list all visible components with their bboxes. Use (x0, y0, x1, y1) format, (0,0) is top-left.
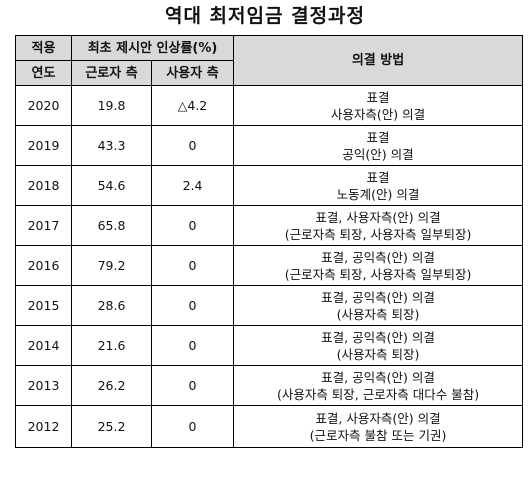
labor-rate-cell: 19.8 (71, 85, 152, 126)
business-rate-cell: 0 (150, 285, 235, 326)
year-cell: 2018 (15, 165, 72, 206)
header-year-line2: 연도 (15, 60, 72, 86)
business-rate-cell: 0 (150, 205, 235, 246)
labor-rate-cell: 28.6 (71, 285, 152, 326)
year-cell: 2012 (15, 405, 72, 448)
business-rate-cell: 2.4 (150, 165, 235, 206)
method-line-1: 표결, 사용자측(안) 의결 (315, 410, 441, 426)
year-cell: 2019 (15, 125, 72, 166)
method-cell: 표결, 사용자측(안) 의결 (근로자측 불참 또는 기권) (233, 405, 524, 448)
method-line-2: 노동계(안) 의결 (336, 186, 420, 202)
method-line-2: (사용자측 퇴장, 근로자측 대다수 불참) (276, 386, 480, 402)
method-cell: 표결, 공익측(안) 의결 (사용자측 퇴장) (233, 285, 524, 326)
page-title: 역대 최저임금 결정과정 (164, 5, 366, 27)
business-rate-cell: △4.2 (150, 85, 235, 126)
labor-rate-cell: 26.2 (71, 365, 152, 406)
table-row: 2015 28.6 0 표결, 공익측(안) 의결 (사용자측 퇴장) (15, 285, 524, 326)
method-cell: 표결, 공익측(안) 의결 (사용자측 퇴장) (233, 325, 524, 366)
labor-rate-cell: 21.6 (71, 325, 152, 366)
method-cell: 표결, 공익측(안) 의결 (근로자측 퇴장, 사용자측 일부퇴장) (233, 245, 524, 286)
labor-rate-cell: 54.6 (71, 165, 152, 206)
header-year-line1: 적용 (15, 35, 72, 61)
business-rate-cell: 0 (150, 325, 235, 366)
method-line-1: 표결, 공익측(안) 의결 (321, 289, 435, 305)
year-cell: 2016 (15, 245, 72, 286)
year-cell: 2020 (15, 85, 72, 126)
table-row: 2012 25.2 0 표결, 사용자측(안) 의결 (근로자측 불참 또는 기권) (15, 405, 524, 448)
business-rate-cell: 0 (150, 245, 235, 286)
method-cell: 표결 공익(안) 의결 (233, 125, 524, 166)
method-line-2: (근로자측 퇴장, 사용자측 일부퇴장) (284, 266, 472, 282)
method-line-1: 표결 (366, 169, 390, 185)
method-line-1: 표결, 공익측(안) 의결 (321, 329, 435, 345)
method-line-1: 표결 (366, 89, 390, 105)
table-row: 2020 19.8 △4.2 표결 사용자측(안) 의결 (15, 85, 524, 126)
year-cell: 2014 (15, 325, 72, 366)
labor-rate-cell: 43.3 (71, 125, 152, 166)
method-cell: 표결 노동계(안) 의결 (233, 165, 524, 206)
minimum-wage-table: 적용 최초 제시안 인상률(%) 의결 방법 연도 근로자 측 사용자 측 20… (15, 35, 524, 448)
table-row: 2013 26.2 0 표결, 공익측(안) 의결 (사용자측 퇴장, 근로자측 대다수… (15, 365, 524, 406)
year-cell: 2017 (15, 205, 72, 246)
table-body: 2020 19.8 △4.2 표결 사용자측(안) 의결 2019 43.3 0 표결 공익(안)… (15, 85, 524, 448)
business-rate-cell: 0 (150, 125, 235, 166)
table-row: 2018 54.6 2.4 표결 노동계(안) 의결 (15, 165, 524, 206)
method-cell: 표결, 공익측(안) 의결 (사용자측 퇴장, 근로자측 대다수 불참) (233, 365, 524, 406)
method-line-1: 표결, 공익측(안) 의결 (321, 249, 435, 265)
method-line-2: 공익(안) 의결 (342, 146, 414, 162)
year-cell: 2013 (15, 365, 72, 406)
year-cell: 2015 (15, 285, 72, 326)
table-row: 2016 79.2 0 표결, 공익측(안) 의결 (근로자측 퇴장, 사용자측 일부퇴… (15, 245, 524, 286)
header-proposal-group: 최초 제시안 인상률(%) (70, 35, 235, 61)
method-line-2: (사용자측 퇴장) (336, 346, 420, 362)
method-line-1: 표결 (366, 129, 390, 145)
header-business: 사용자 측 (150, 60, 235, 86)
business-rate-cell: 0 (150, 365, 235, 406)
header-labor: 근로자 측 (71, 60, 152, 86)
method-cell: 표결 사용자측(안) 의결 (233, 85, 524, 126)
method-line-2: 사용자측(안) 의결 (330, 106, 426, 122)
method-line-1: 표결, 공익측(안) 의결 (321, 369, 435, 385)
labor-rate-cell: 65.8 (71, 205, 152, 246)
method-cell: 표결, 사용자측(안) 의결 (근로자측 퇴장, 사용자측 일부퇴장) (233, 205, 524, 246)
labor-rate-cell: 25.2 (71, 405, 152, 448)
header-method: 의결 방법 (233, 35, 524, 86)
method-line-2: (근로자측 불참 또는 기권) (309, 427, 447, 443)
method-line-2: (사용자측 퇴장) (336, 306, 420, 322)
method-line-2: (근로자측 퇴장, 사용자측 일부퇴장) (284, 226, 472, 242)
method-line-1: 표결, 사용자측(안) 의결 (315, 209, 441, 225)
business-rate-cell: 0 (150, 405, 235, 448)
labor-rate-cell: 79.2 (71, 245, 152, 286)
table-row: 2017 65.8 0 표결, 사용자측(안) 의결 (근로자측 퇴장, 사용자측 일부… (15, 205, 524, 246)
table-row: 2014 21.6 0 표결, 공익측(안) 의결 (사용자측 퇴장) (15, 325, 524, 366)
table-row: 2019 43.3 0 표결 공익(안) 의결 (15, 125, 524, 166)
